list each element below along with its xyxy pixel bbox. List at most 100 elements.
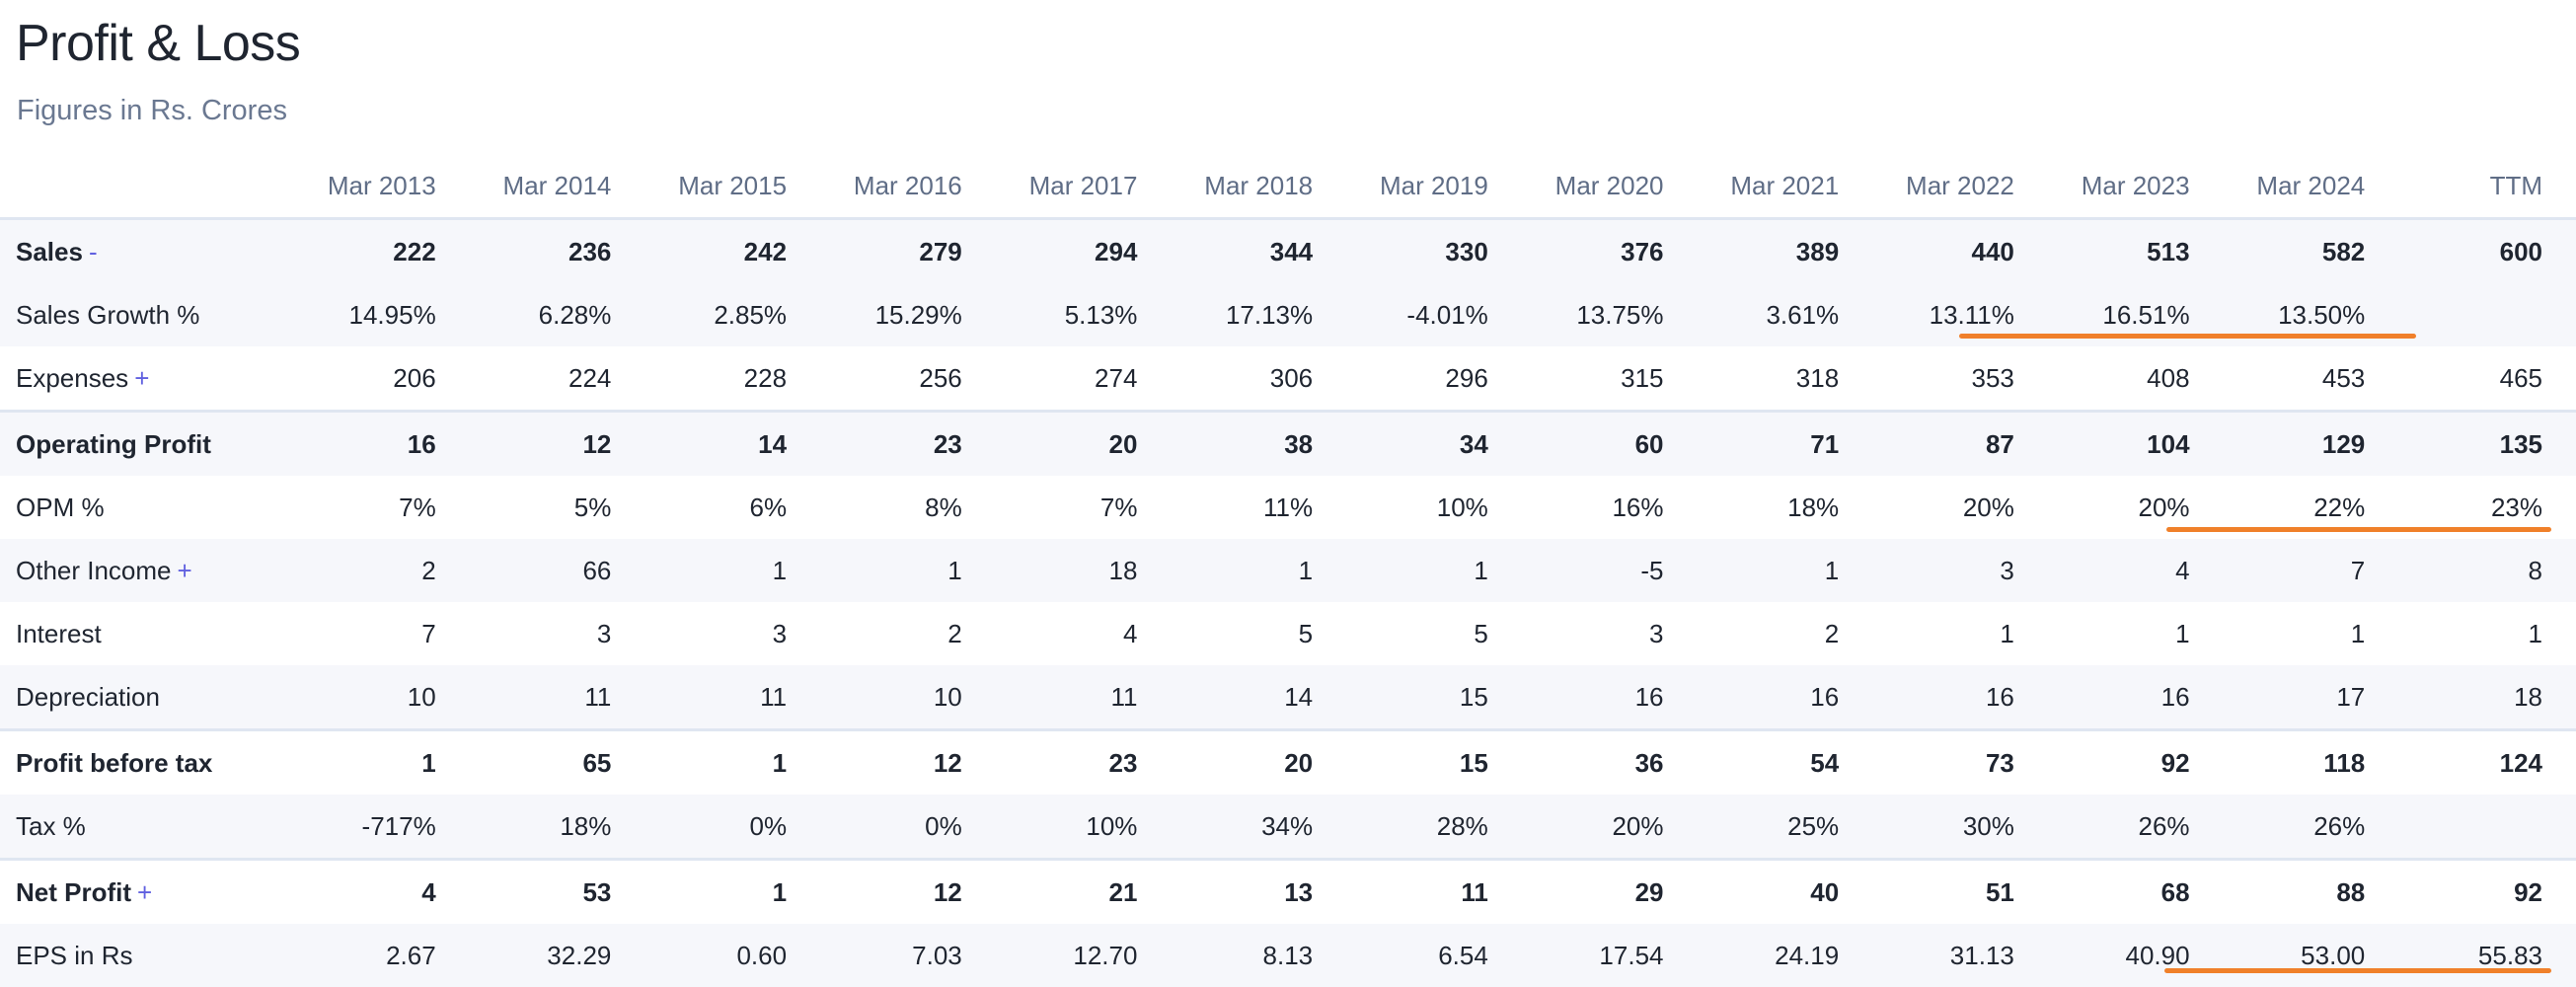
table-row-net-profit[interactable]: Net Profit +4 53 1 12 21 13 11 29 40 51 68 88 92 bbox=[0, 858, 2576, 924]
table-cell: 7% bbox=[399, 492, 436, 522]
table-cell: 71 bbox=[1699, 410, 1875, 476]
row-label: Interest bbox=[16, 618, 102, 648]
table-cell: 87 bbox=[1874, 410, 2050, 476]
table-cell: 3 bbox=[772, 618, 788, 648]
table-cell: 5.13% bbox=[997, 283, 1174, 346]
table-cell: 389 bbox=[1699, 218, 1875, 283]
table-cell: 29 bbox=[1523, 858, 1700, 924]
row-label-cell: Sales Growth % bbox=[0, 283, 296, 346]
table-cell: 34 bbox=[1348, 410, 1524, 476]
table-cell: 224 bbox=[568, 362, 612, 393]
table-cell: 279 bbox=[822, 218, 998, 283]
table-cell: 1 bbox=[2000, 618, 2014, 648]
table-cell: 6% bbox=[749, 492, 788, 522]
table-cell: 12.70 bbox=[997, 924, 1174, 987]
row-label: Profit before tax bbox=[16, 747, 213, 778]
table-cell: 7 bbox=[2225, 539, 2401, 602]
table-cell: 256 bbox=[919, 362, 962, 393]
table-row-other-income[interactable]: Other Income +2 66 1 1 18 1 1 -5 1 3 4 7 8 bbox=[0, 539, 2576, 602]
table-cell: 4 bbox=[296, 858, 472, 924]
table-cell: 124 bbox=[2400, 728, 2576, 795]
row-label-cell[interactable]: Sales - bbox=[0, 218, 296, 283]
row-label-cell[interactable]: Net Profit + bbox=[0, 858, 296, 924]
table-cell: 21 bbox=[997, 858, 1174, 924]
table-cell: 228 bbox=[743, 362, 788, 393]
page-subtitle: Figures in Rs. Crores bbox=[17, 95, 287, 126]
table-cell: 330 bbox=[1348, 218, 1524, 283]
table-cell: 53.00 bbox=[2225, 924, 2401, 987]
table-cell: 6.28% bbox=[471, 283, 647, 346]
table-cell: 0% bbox=[646, 795, 823, 860]
table-cell: 40.90 bbox=[2049, 924, 2226, 987]
expand-toggle-button[interactable]: + bbox=[134, 362, 150, 393]
table-row-sales[interactable]: Sales -222 236 242 279 294 344 330 376 389 440 513 5… bbox=[0, 218, 2576, 283]
table-cell: 3.61% bbox=[1699, 283, 1875, 346]
header-row: Mar 2013 Mar 2014 Mar 2015 Mar 2016 Mar … bbox=[0, 154, 2576, 220]
table-cell: 66 bbox=[471, 539, 647, 602]
row-label: Net Profit bbox=[16, 876, 131, 907]
table-cell: 242 bbox=[646, 218, 823, 283]
collapse-toggle-button[interactable]: - bbox=[88, 236, 98, 266]
table-row-tax: Tax % -717% 18% 0% 0% 10% 34% 28% 20% 25% 30% 26% 26… bbox=[0, 795, 2576, 860]
table-cell: 1 bbox=[2175, 618, 2190, 648]
table-cell: 18% bbox=[1787, 492, 1840, 522]
page-title: Profit & Loss bbox=[16, 15, 301, 72]
table-cell: 7.03 bbox=[822, 924, 998, 987]
table-cell: 13 bbox=[1173, 858, 1349, 924]
table-cell: 60 bbox=[1523, 410, 1700, 476]
column-header: Mar 2024 bbox=[2225, 154, 2401, 220]
table-cell: 318 bbox=[1795, 362, 1840, 393]
table-cell: 135 bbox=[2400, 410, 2576, 476]
row-label-cell[interactable]: Other Income + bbox=[0, 539, 296, 602]
table-row-expenses[interactable]: Expenses +206 224 228 256 274 306 296 315 318 353 4… bbox=[0, 346, 2576, 412]
table-cell: 16 bbox=[1699, 665, 1875, 730]
table-cell: 23 bbox=[822, 410, 998, 476]
table-cell: 376 bbox=[1523, 218, 1700, 283]
table-cell: 92 bbox=[2400, 858, 2576, 924]
column-header: Mar 2016 bbox=[822, 154, 998, 220]
column-header: Mar 2018 bbox=[1173, 154, 1349, 220]
table-cell: 6.54 bbox=[1348, 924, 1524, 987]
table-cell: 3 bbox=[1874, 539, 2050, 602]
highlight-underline-sales-growth bbox=[1959, 334, 2416, 339]
row-label: Tax % bbox=[16, 810, 86, 841]
column-header: Mar 2019 bbox=[1348, 154, 1524, 220]
row-label: Other Income bbox=[16, 555, 172, 585]
table-cell: 15.29% bbox=[822, 283, 998, 346]
table-cell: 30% bbox=[1874, 795, 2050, 860]
table-cell: 3 bbox=[596, 618, 612, 648]
row-label-cell: Interest bbox=[0, 602, 296, 665]
table-cell: 40 bbox=[1699, 858, 1875, 924]
table-cell: 88 bbox=[2225, 858, 2401, 924]
row-label-cell: Profit before tax bbox=[0, 728, 296, 795]
highlight-underline-opm bbox=[2166, 527, 2551, 532]
table-cell: -5 bbox=[1523, 539, 1700, 602]
row-label-cell: Depreciation bbox=[0, 665, 296, 730]
table-cell: 2 bbox=[296, 539, 472, 602]
table-cell: 17.13% bbox=[1173, 283, 1349, 346]
table-cell: 0% bbox=[822, 795, 998, 860]
table-cell: 10% bbox=[997, 795, 1174, 860]
table-cell: 14 bbox=[1173, 665, 1349, 730]
table-cell bbox=[2400, 283, 2576, 346]
table-cell: 23% bbox=[2490, 492, 2542, 522]
table-cell: 20 bbox=[997, 410, 1174, 476]
table-cell: 51 bbox=[1874, 858, 2050, 924]
table-cell: 12 bbox=[822, 858, 998, 924]
table-cell: 465 bbox=[2499, 362, 2542, 393]
table-cell: 315 bbox=[1621, 362, 1664, 393]
expand-toggle-button[interactable]: + bbox=[137, 876, 153, 907]
table-cell: 25% bbox=[1699, 795, 1875, 860]
row-label: Sales Growth % bbox=[16, 299, 200, 330]
table-row-sales-growth: Sales Growth % 14.95% 6.28% 2.85% 15.29% 5.13… bbox=[0, 283, 2576, 346]
table-cell: 5% bbox=[573, 492, 612, 522]
table-cell: 513 bbox=[2049, 218, 2226, 283]
table-cell: 26% bbox=[2049, 795, 2226, 860]
row-label-cell[interactable]: Expenses + bbox=[0, 346, 296, 412]
table-cell: 1 bbox=[1348, 539, 1524, 602]
table-cell: 32.29 bbox=[471, 924, 647, 987]
table-cell: 104 bbox=[2049, 410, 2226, 476]
expand-toggle-button[interactable]: + bbox=[177, 555, 192, 585]
table-cell: 20% bbox=[2138, 492, 2190, 522]
table-cell: 5 bbox=[1474, 618, 1488, 648]
